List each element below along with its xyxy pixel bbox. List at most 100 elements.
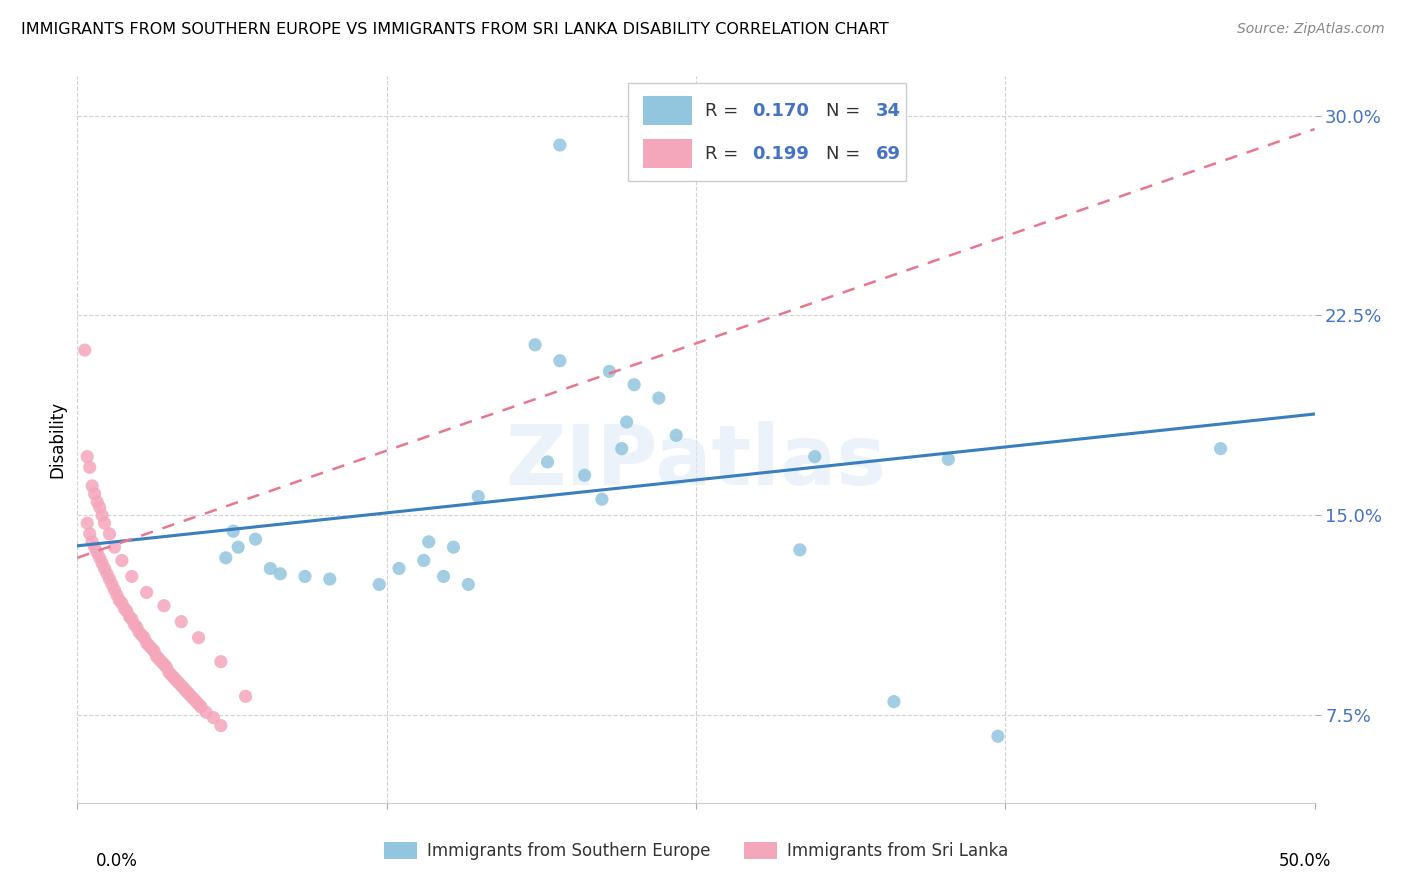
Point — [131, 628, 153, 642]
Point — [202, 710, 225, 724]
Point — [412, 553, 434, 567]
Point — [153, 599, 176, 613]
Text: N =: N = — [825, 145, 866, 162]
Point — [76, 450, 98, 464]
Text: Source: ZipAtlas.com: Source: ZipAtlas.com — [1237, 22, 1385, 37]
Point — [76, 516, 98, 531]
Point — [83, 540, 105, 554]
Point — [167, 676, 190, 690]
Point — [803, 450, 825, 464]
Point — [82, 479, 104, 493]
Point — [665, 428, 688, 442]
Text: R =: R = — [704, 145, 744, 162]
Text: 0.0%: 0.0% — [96, 852, 138, 870]
Point — [209, 655, 232, 669]
Point — [187, 631, 209, 645]
Point — [183, 692, 205, 706]
Point — [122, 617, 145, 632]
Point — [536, 455, 558, 469]
Point — [591, 492, 613, 507]
Point — [91, 508, 114, 523]
Point — [82, 534, 104, 549]
Text: 69: 69 — [876, 145, 900, 162]
Point — [467, 490, 489, 504]
Point — [789, 542, 811, 557]
Point — [150, 655, 173, 669]
Point — [143, 644, 166, 658]
Point — [128, 625, 150, 640]
Point — [418, 534, 440, 549]
Point — [187, 698, 209, 712]
Point — [125, 620, 148, 634]
Point — [105, 588, 128, 602]
Point — [388, 561, 411, 575]
Point — [73, 343, 96, 357]
Point — [623, 377, 645, 392]
Point — [226, 540, 249, 554]
Point — [98, 572, 121, 586]
Point — [96, 566, 118, 581]
Point — [111, 596, 134, 610]
Point — [148, 652, 170, 666]
Point — [174, 684, 197, 698]
Y-axis label: Disability: Disability — [48, 401, 66, 478]
Point — [938, 452, 960, 467]
Text: 50.0%: 50.0% — [1279, 852, 1331, 870]
Text: IMMIGRANTS FROM SOUTHERN EUROPE VS IMMIGRANTS FROM SRI LANKA DISABILITY CORRELAT: IMMIGRANTS FROM SOUTHERN EUROPE VS IMMIG… — [21, 22, 889, 37]
Point — [259, 561, 281, 575]
Point — [103, 540, 125, 554]
Point — [79, 460, 101, 475]
Text: ZIPatlas: ZIPatlas — [506, 421, 886, 501]
Point — [269, 566, 291, 581]
Point — [79, 526, 101, 541]
Point — [111, 553, 134, 567]
Point — [1209, 442, 1232, 456]
Point — [368, 577, 391, 591]
Point — [153, 657, 176, 672]
Text: R =: R = — [704, 102, 744, 120]
Point — [115, 604, 138, 618]
Point — [155, 660, 177, 674]
Point — [209, 718, 232, 732]
Point — [89, 500, 111, 515]
Point — [180, 690, 202, 704]
Point — [121, 569, 143, 583]
Point — [101, 577, 124, 591]
Point — [648, 391, 671, 405]
Point — [294, 569, 316, 583]
Point — [165, 673, 187, 688]
Point — [98, 526, 121, 541]
Point — [598, 364, 620, 378]
Text: 0.199: 0.199 — [752, 145, 808, 162]
Legend: Immigrants from Southern Europe, Immigrants from Sri Lanka: Immigrants from Southern Europe, Immigra… — [377, 836, 1015, 867]
Point — [83, 487, 105, 501]
Point — [173, 681, 195, 696]
Text: N =: N = — [825, 102, 866, 120]
Point — [245, 532, 267, 546]
Point — [157, 665, 180, 680]
Point — [86, 545, 108, 559]
Point — [91, 556, 114, 570]
Point — [574, 468, 596, 483]
Point — [432, 569, 454, 583]
FancyBboxPatch shape — [628, 83, 907, 181]
Point — [93, 561, 115, 575]
Point — [524, 338, 547, 352]
Point — [121, 612, 143, 626]
Point — [170, 679, 193, 693]
Text: 34: 34 — [876, 102, 900, 120]
Point — [235, 690, 257, 704]
FancyBboxPatch shape — [643, 139, 692, 169]
Point — [89, 550, 111, 565]
Point — [170, 615, 193, 629]
Point — [457, 577, 479, 591]
Point — [93, 516, 115, 531]
Point — [145, 649, 167, 664]
Point — [134, 631, 156, 645]
Point — [195, 705, 218, 719]
FancyBboxPatch shape — [643, 96, 692, 125]
Point — [883, 695, 905, 709]
Text: 0.170: 0.170 — [752, 102, 808, 120]
Point — [135, 585, 157, 599]
Point — [112, 601, 135, 615]
